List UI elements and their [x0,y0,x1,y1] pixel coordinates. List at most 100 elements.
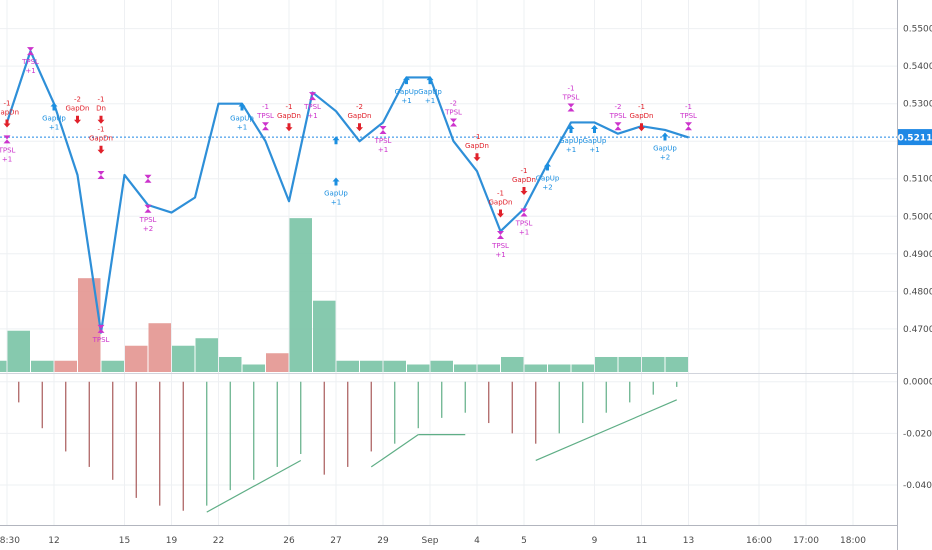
time-tick-label: 12 [48,536,59,546]
volume-bar [477,364,500,372]
marker-label: +1 [307,112,317,120]
arrow-up-icon [332,136,340,145]
hourglass-icon [614,122,622,131]
volume-bar [360,360,383,372]
volume-bar [125,345,148,372]
volume-bar [524,364,547,372]
hourglass-icon [27,47,34,56]
signal-marker-up: GapUp+1 [42,102,66,131]
marker-label: +1 [49,123,59,131]
volume-bar [501,356,524,372]
marker-label: GapUp [230,114,254,122]
marker-label: GapDn [630,112,654,120]
signal-marker-tpsl [144,174,152,183]
marker-label: Dn [96,105,106,113]
marker-label: GapUp [653,144,677,152]
volume-bar [148,323,171,372]
marker-label: TPSL [444,108,462,116]
signal-markers: -1GapDnTPSL+1TPSL+1GapUp+1-2GapDn-1Dn-1G… [0,47,697,344]
signal-marker-up: GapUp+1 [395,76,419,105]
marker-label: GapUp [395,88,419,96]
time-axis[interactable]: 18:30 12 15 19 22 26 27 29 Sep 4 5 9 11 13 16:00 17:00 1… [0,536,866,546]
signal-marker-up: GapUp+2 [653,132,677,161]
osc-tick-label: 0.0000 [903,378,932,388]
volume-bar [571,364,594,372]
signal-marker-tpsl: TPSL+1 [491,231,509,259]
marker-label: -1 [638,103,645,111]
marker-label: GapDn [66,105,90,113]
oscillator-axis[interactable]: 0.0000 -0.0200 -0.0400 [903,378,932,491]
marker-label: +2 [143,225,153,233]
time-tick-label: 27 [330,536,341,546]
time-tick-label: 17:00 [793,536,819,546]
volume-bar [383,360,406,372]
price-tick-label: 0.5300 [903,100,932,110]
hourglass-icon [450,118,457,127]
marker-label: +1 [589,146,599,154]
time-tick-label: 18:00 [840,536,866,546]
arrow-up-icon [567,124,575,133]
signal-marker-up: GapUp+1 [418,76,442,105]
marker-label: -2 [615,103,622,111]
arrow-down-icon [3,119,11,128]
arrow-up-icon [332,177,340,186]
marker-label: GapDn [277,112,301,120]
volume-bar [266,353,289,372]
time-tick-label: 9 [592,536,598,546]
marker-label: +1 [566,146,576,154]
marker-label: TPSL [139,216,157,224]
volume-bar [642,356,665,372]
signal-marker-up [332,136,340,145]
signal-marker-down: -1Dn [96,96,106,124]
marker-label: TPSL [21,58,39,66]
time-tick-label: 4 [474,536,480,546]
oscillator-trend-line [206,459,302,513]
time-tick-label: 13 [683,536,694,546]
hourglass-icon [379,125,387,134]
marker-label: +1 [519,229,529,237]
marker-label: TPSL [92,336,110,344]
time-tick-label: 16:00 [746,536,772,546]
volume-bar [595,356,618,372]
marker-label: +1 [401,97,411,105]
signal-marker-tpsl: TPSL+1 [515,208,533,237]
marker-label: +1 [378,146,388,154]
marker-label: -1 [98,126,105,134]
price-badge-box [898,129,932,146]
marker-label: -1 [521,167,528,175]
arrow-down-icon [473,153,481,162]
marker-label: GapUp [324,189,348,197]
marker-label: -1 [474,133,481,141]
volume-bar [289,218,312,372]
oscillator-trend-line [535,399,677,462]
arrow-up-icon [426,76,434,85]
arrow-down-icon [97,145,105,154]
marker-label: TPSL [374,137,392,145]
marker-label: GapDn [89,135,113,143]
price-axis[interactable]: 0.55000.54000.53000.52000.51000.50000.49… [903,25,932,335]
current-price-label: 0.5211 [898,134,932,144]
volume-bar [31,360,54,372]
marker-label: -2 [450,99,457,107]
marker-label: +2 [542,183,552,191]
marker-label: +1 [425,97,435,105]
marker-label: GapDn [348,112,372,120]
price-tick-label: 0.4900 [903,250,932,260]
arrow-down-icon [638,123,645,132]
marker-label: TPSL [303,103,321,111]
price-tick-label: 0.5500 [903,25,932,35]
marker-label: GapDn [512,176,536,184]
volume-bar [242,364,265,372]
marker-label: GapUp [418,88,442,96]
arrow-up-icon [50,102,58,111]
current-price-badge: 0.5211 [898,129,932,146]
marker-label: -1 [497,190,504,198]
volume-bar [336,360,359,372]
signal-marker-tpsl [97,170,105,179]
arrow-down-icon [497,209,504,218]
